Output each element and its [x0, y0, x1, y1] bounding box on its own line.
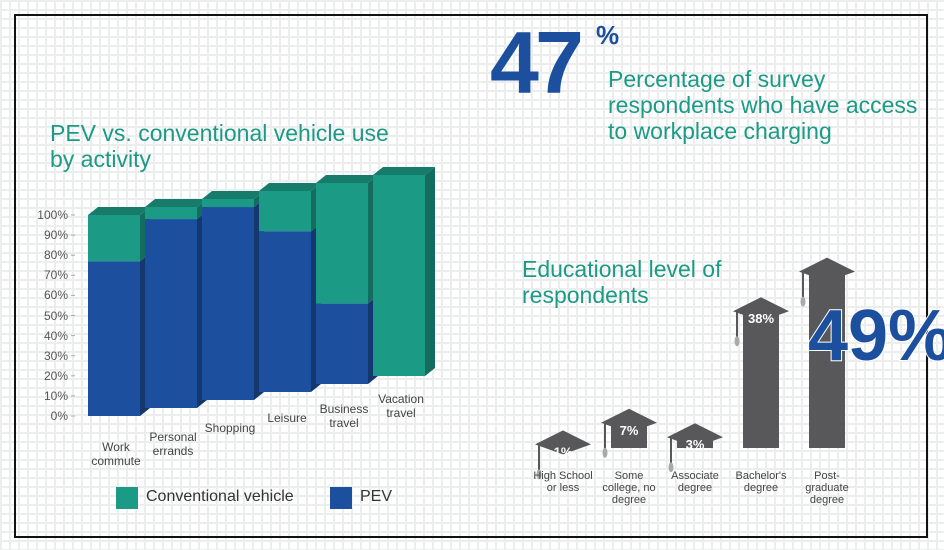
y-tick-label: 10%: [43, 388, 68, 403]
bar-segment: [259, 231, 311, 392]
value-label: 3%: [686, 437, 705, 452]
stat-unit: %: [596, 20, 620, 50]
x-tick-label: Some college, no degree: [602, 470, 656, 506]
bar-segment: [202, 207, 254, 400]
bar-segment: [259, 191, 311, 232]
legend-swatch: [330, 487, 352, 509]
value-label: 49%: [808, 296, 944, 376]
x-tick-label: High School or less: [533, 470, 593, 494]
cap: [667, 423, 723, 448]
y-tick-label: 30%: [43, 348, 68, 363]
legend-label: PEV: [360, 488, 393, 505]
y-tick-label: 0%: [50, 409, 68, 423]
bar-segment: [202, 199, 254, 208]
chart-title: Educational level of respondents: [522, 256, 722, 308]
y-tick-label: 100%: [37, 208, 68, 222]
bar-segment: [145, 207, 197, 220]
y-tick-label: 40%: [43, 328, 68, 343]
cap: [799, 257, 855, 282]
y-tick-label: 60%: [43, 288, 68, 303]
tassel-end: [536, 469, 542, 480]
bar-top: [259, 183, 321, 191]
x-tick-label: Work commute: [91, 440, 141, 468]
column: [809, 271, 845, 448]
bar-top: [373, 167, 435, 175]
stat-value: 47: [490, 13, 584, 112]
frame: [14, 14, 928, 538]
bar-top: [88, 207, 150, 215]
tassel-end: [668, 462, 674, 473]
legend-label: Conventional vehicle: [146, 488, 294, 505]
cap: [601, 408, 657, 433]
bar-side: [425, 167, 435, 376]
y-tick-label: 20%: [43, 368, 68, 383]
x-tick-label: Bachelor's degree: [735, 470, 787, 494]
bar-segment: [373, 175, 425, 376]
x-tick-label: Personal errands: [149, 430, 197, 459]
stat-text: Percentage of survey respondents who hav…: [608, 66, 918, 144]
bar-segment: [88, 261, 140, 416]
legend-swatch: [116, 487, 138, 509]
tassel-end: [602, 447, 608, 458]
chart-title: PEV vs. conventional vehicle use by acti…: [50, 120, 389, 172]
x-tick-label: Post-graduate degree: [805, 470, 849, 506]
value-label: 7%: [620, 423, 639, 438]
x-tick-label: Associate degree: [671, 470, 719, 494]
y-tick-label: 90%: [43, 228, 68, 243]
cap: [535, 430, 591, 455]
y-tick-label: 50%: [43, 308, 68, 323]
bar-segment: [88, 215, 140, 262]
bar-top: [145, 199, 207, 207]
x-tick-label: Leisure: [267, 411, 307, 426]
value-label: 1%: [554, 444, 573, 459]
column: [743, 311, 779, 448]
bar-segment: [316, 183, 368, 304]
y-tick-label: 80%: [43, 248, 68, 263]
y-tick-label: 70%: [43, 268, 68, 283]
tassel-end: [800, 296, 806, 307]
cap: [733, 297, 789, 322]
x-tick-label: Vacation travel: [378, 392, 424, 420]
value-label: 38%: [748, 311, 774, 326]
tassel-end: [734, 336, 740, 347]
bar-segment: [316, 303, 368, 384]
x-tick-label: Shopping: [204, 420, 256, 435]
bar-top: [202, 191, 264, 199]
bar-top: [316, 175, 378, 183]
x-tick-label: Business travel: [319, 401, 369, 430]
bar-segment: [145, 219, 197, 408]
